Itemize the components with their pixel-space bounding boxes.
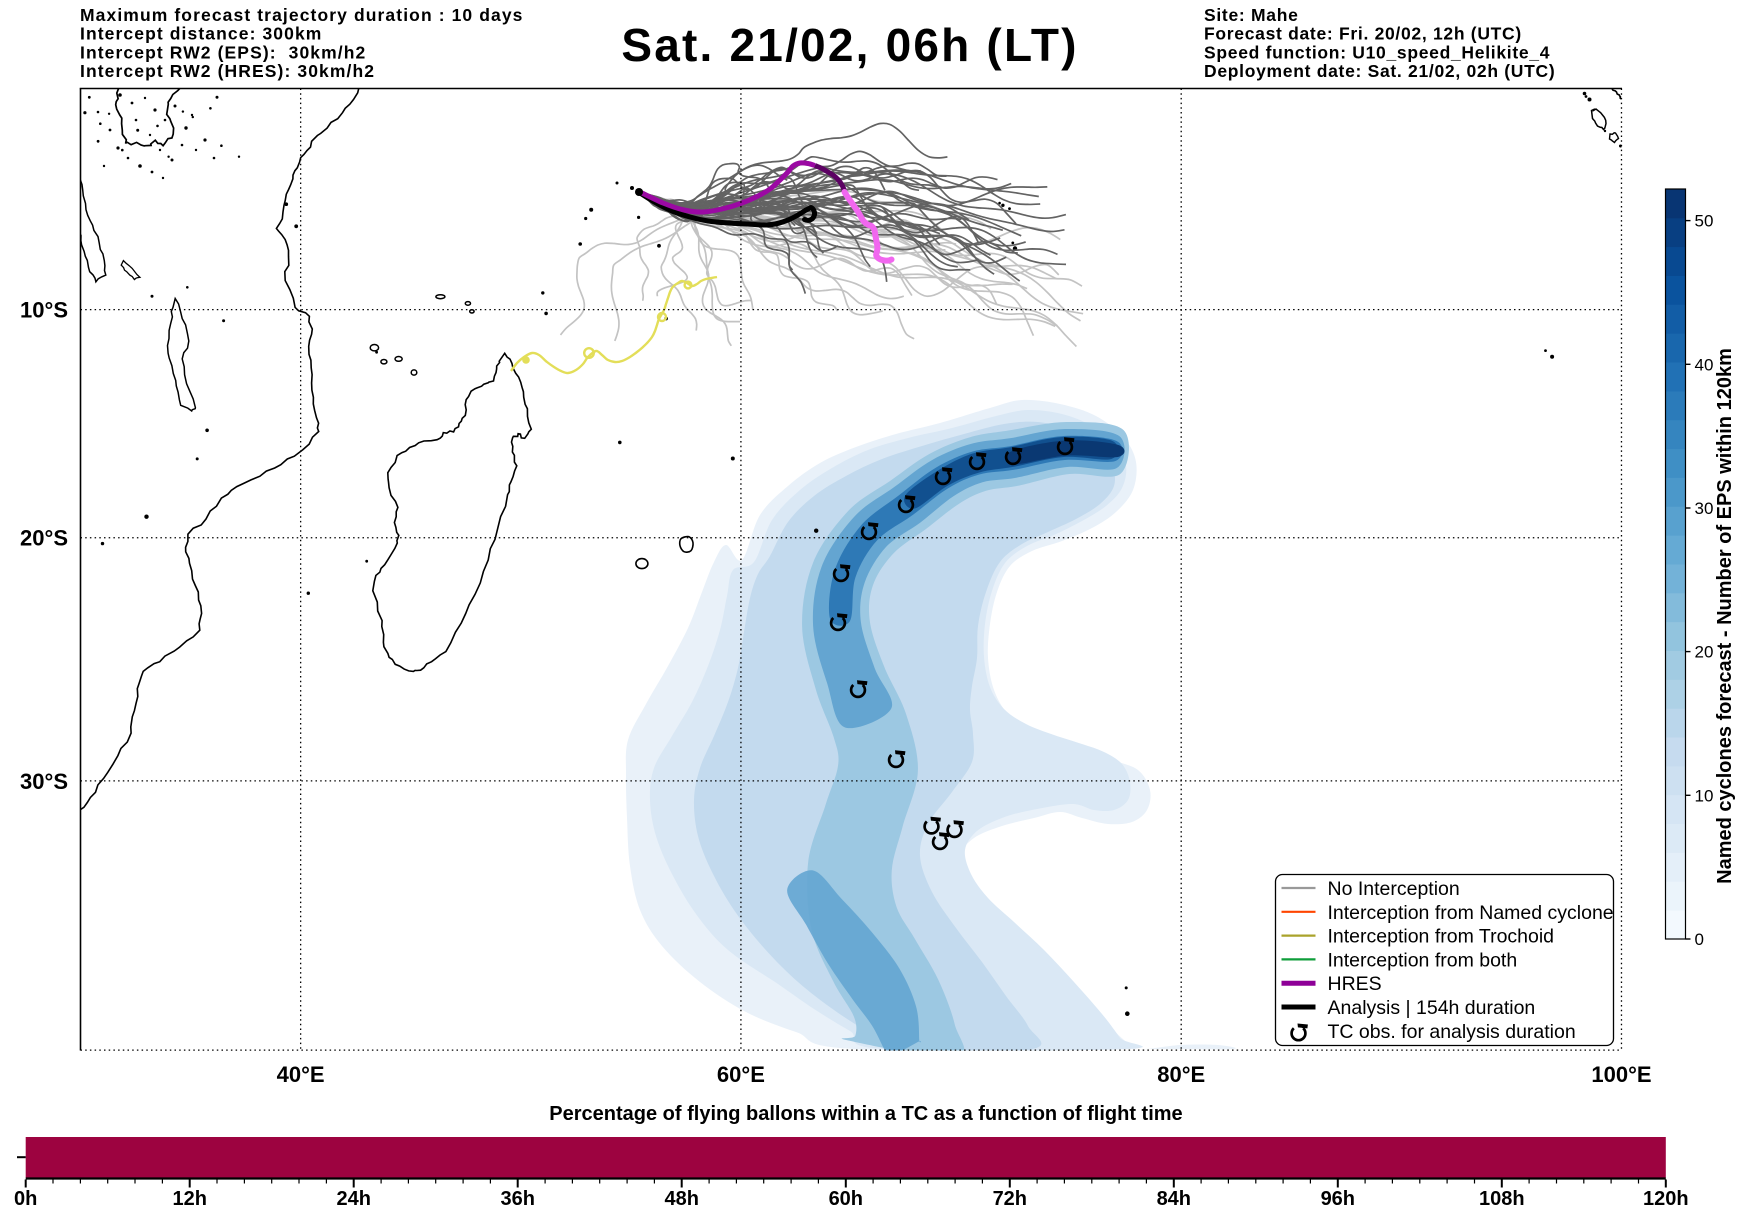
svg-text:No Interception: No Interception: [1328, 878, 1460, 900]
svg-text:80°E: 80°E: [1157, 1062, 1205, 1087]
svg-text:HRES: HRES: [1328, 973, 1382, 995]
svg-text:Site: Mahe: Site: Mahe: [1204, 5, 1299, 25]
svg-text:Intercept distance: 300km: Intercept distance: 300km: [80, 24, 322, 44]
svg-text:60h: 60h: [829, 1188, 863, 1210]
svg-text:10°S: 10°S: [20, 298, 68, 323]
svg-text:84h: 84h: [1157, 1188, 1191, 1210]
svg-text:40°E: 40°E: [277, 1062, 325, 1087]
svg-text:Analysis | 154h duration: Analysis | 154h duration: [1328, 997, 1536, 1019]
svg-text:20°S: 20°S: [20, 526, 68, 551]
svg-text:60°E: 60°E: [717, 1062, 765, 1087]
svg-text:Deployment date: Sat. 21/02, 0: Deployment date: Sat. 21/02, 02h (UTC): [1204, 61, 1555, 81]
svg-text:Speed function: U10_speed_Heli: Speed function: U10_speed_Helikite_4: [1204, 42, 1550, 62]
svg-text:Forecast date: Fri. 20/02, 12h: Forecast date: Fri. 20/02, 12h (UTC): [1204, 24, 1522, 44]
svg-text:Maximum forecast trajectory du: Maximum forecast trajectory duration : 1…: [80, 5, 524, 25]
svg-text:100°E: 100°E: [1591, 1062, 1651, 1087]
svg-text:Named cyclones forecast - Numb: Named cyclones forecast - Number of EPS …: [1714, 348, 1736, 884]
svg-text:Interception from both: Interception from both: [1328, 949, 1518, 971]
svg-text:120h: 120h: [1643, 1188, 1689, 1210]
svg-text:48h: 48h: [664, 1188, 698, 1210]
svg-text:12h: 12h: [172, 1188, 206, 1210]
svg-text:20: 20: [1695, 643, 1714, 662]
svg-text:50: 50: [1695, 212, 1714, 231]
svg-text:72h: 72h: [993, 1188, 1027, 1210]
svg-text:Percentage of flying ballons w: Percentage of flying ballons within a TC…: [549, 1103, 1182, 1125]
svg-text:Sat. 21/02, 06h (LT): Sat. 21/02, 06h (LT): [621, 19, 1078, 71]
svg-text:24h: 24h: [336, 1188, 370, 1210]
svg-text:10: 10: [1695, 786, 1714, 805]
svg-text:TC obs. for analysis duration: TC obs. for analysis duration: [1328, 1021, 1576, 1043]
svg-text:Intercept RW2 (HRES): 30km/h2: Intercept RW2 (HRES): 30km/h2: [80, 61, 375, 81]
svg-text:108h: 108h: [1479, 1188, 1525, 1210]
svg-text:30: 30: [1695, 499, 1714, 518]
svg-text:0: 0: [1695, 930, 1704, 949]
svg-text:Intercept RW2 (EPS): 30km/h2: Intercept RW2 (EPS): 30km/h2: [80, 42, 366, 62]
svg-text:Interception from Trochoid: Interception from Trochoid: [1328, 926, 1555, 948]
svg-text:30°S: 30°S: [20, 769, 68, 794]
svg-text:Interception from Named cyclon: Interception from Named cyclone: [1328, 902, 1614, 924]
svg-text:96h: 96h: [1321, 1188, 1355, 1210]
svg-text:40: 40: [1695, 355, 1714, 374]
svg-text:36h: 36h: [500, 1188, 534, 1210]
svg-text:0h: 0h: [14, 1188, 37, 1210]
